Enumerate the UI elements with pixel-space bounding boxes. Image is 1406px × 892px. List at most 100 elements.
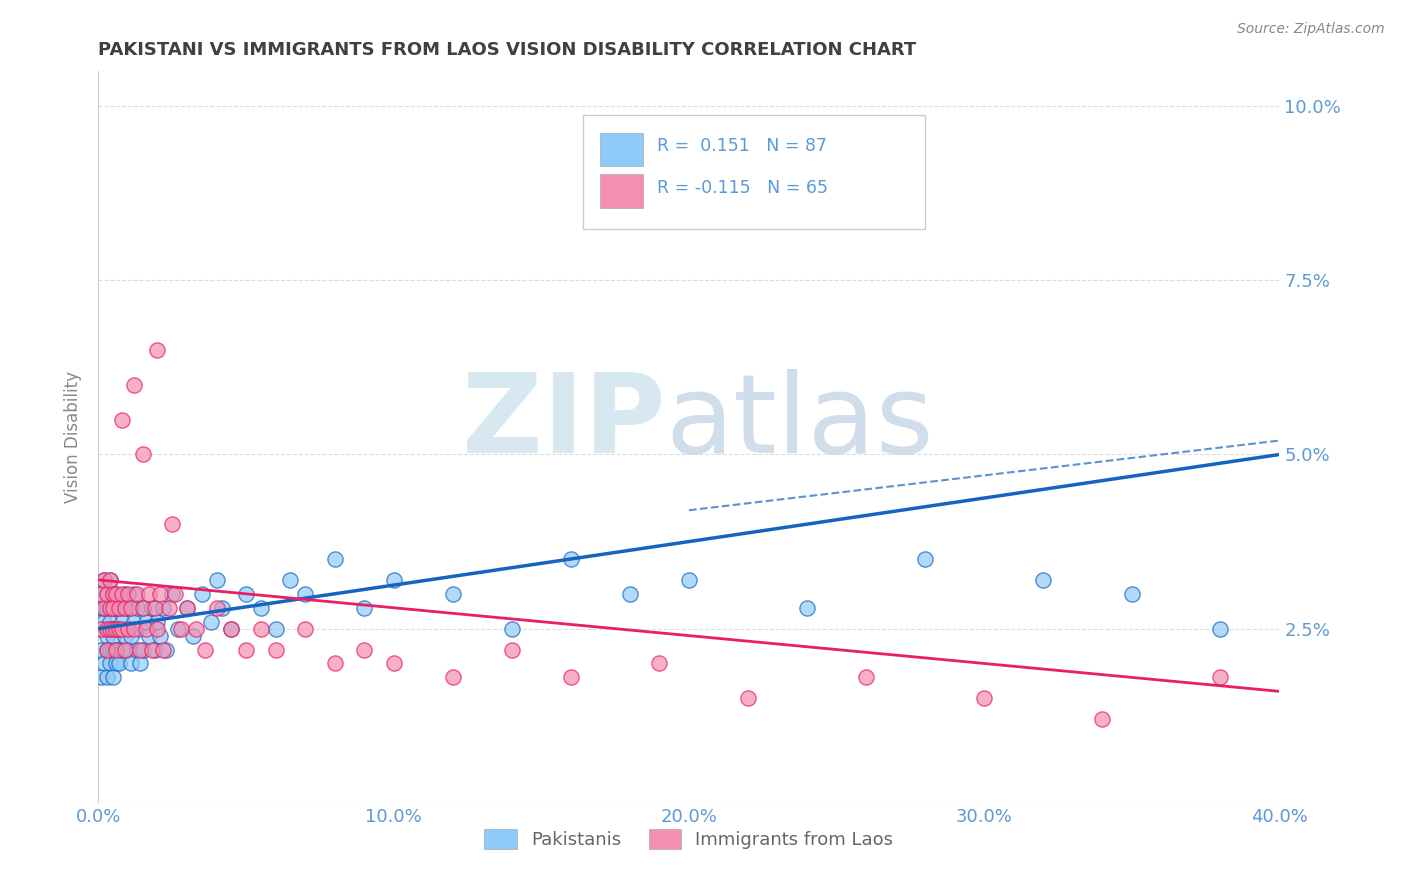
Point [103,600,125,615]
Point [141,642,163,657]
Point [103,629,125,643]
Point [120,657,142,671]
Point [96,587,118,601]
Point [138,587,160,601]
Point [90,600,112,615]
Point [90,622,112,636]
Point [93,600,115,615]
Point [90,642,112,657]
Point [250,622,273,636]
Point [90,622,112,636]
Point [114,629,136,643]
Point [96,600,118,615]
Point [98,600,121,615]
Point [98,642,121,657]
Point [96,670,118,684]
Point [96,642,118,657]
Point [93,600,115,615]
Point [122,615,145,629]
Point [914,552,936,566]
Point [353,600,375,615]
Point [560,552,582,566]
Point [167,622,190,636]
Point [122,587,145,601]
Point [264,642,287,657]
Point [157,600,180,615]
Point [176,600,198,615]
Point [125,587,148,601]
Point [152,600,174,615]
Point [90,670,112,684]
FancyBboxPatch shape [600,175,643,208]
Point [108,622,131,636]
Point [120,600,142,615]
Point [146,343,169,357]
Point [117,600,139,615]
Point [96,629,118,643]
Point [1209,622,1232,636]
Point [176,600,198,615]
Point [93,657,115,671]
Point [111,600,134,615]
Point [111,615,134,629]
Point [149,629,172,643]
Point [132,642,155,657]
Point [105,600,128,615]
Point [205,600,228,615]
Text: R = -0.115   N = 65: R = -0.115 N = 65 [657,179,828,197]
Point [103,670,125,684]
Point [796,600,818,615]
Point [111,622,134,636]
Point [117,622,139,636]
Point [855,670,877,684]
Point [103,600,125,615]
Text: Source: ZipAtlas.com: Source: ZipAtlas.com [1237,22,1385,37]
Point [135,622,157,636]
Point [111,412,134,426]
Point [114,587,136,601]
Point [501,622,523,636]
Point [105,642,128,657]
Point [105,642,128,657]
Point [353,642,375,657]
Point [294,622,316,636]
Point [737,691,759,706]
Point [128,622,150,636]
Point [648,657,671,671]
Point [103,642,125,657]
Point [105,657,128,671]
Point [194,642,217,657]
Point [165,587,187,601]
Point [103,622,125,636]
Text: ZIP: ZIP [463,369,665,476]
Point [619,587,641,601]
Point [111,642,134,657]
Point [143,600,166,615]
Point [170,622,193,636]
Point [103,587,125,601]
Point [146,615,169,629]
Point [382,657,405,671]
Point [93,573,115,587]
Point [105,587,128,601]
Point [120,629,142,643]
Point [103,622,125,636]
Point [114,642,136,657]
Point [105,587,128,601]
Point [122,622,145,636]
Point [132,600,155,615]
Point [103,587,125,601]
Point [1091,712,1114,726]
Text: R =  0.151   N = 87: R = 0.151 N = 87 [657,137,827,155]
Point [125,600,148,615]
Point [221,622,243,636]
Point [250,600,273,615]
Point [264,622,287,636]
Point [128,642,150,657]
Point [441,670,464,684]
Point [162,517,183,532]
Point [98,573,121,587]
Point [141,600,163,615]
Point [221,622,243,636]
Point [200,615,222,629]
